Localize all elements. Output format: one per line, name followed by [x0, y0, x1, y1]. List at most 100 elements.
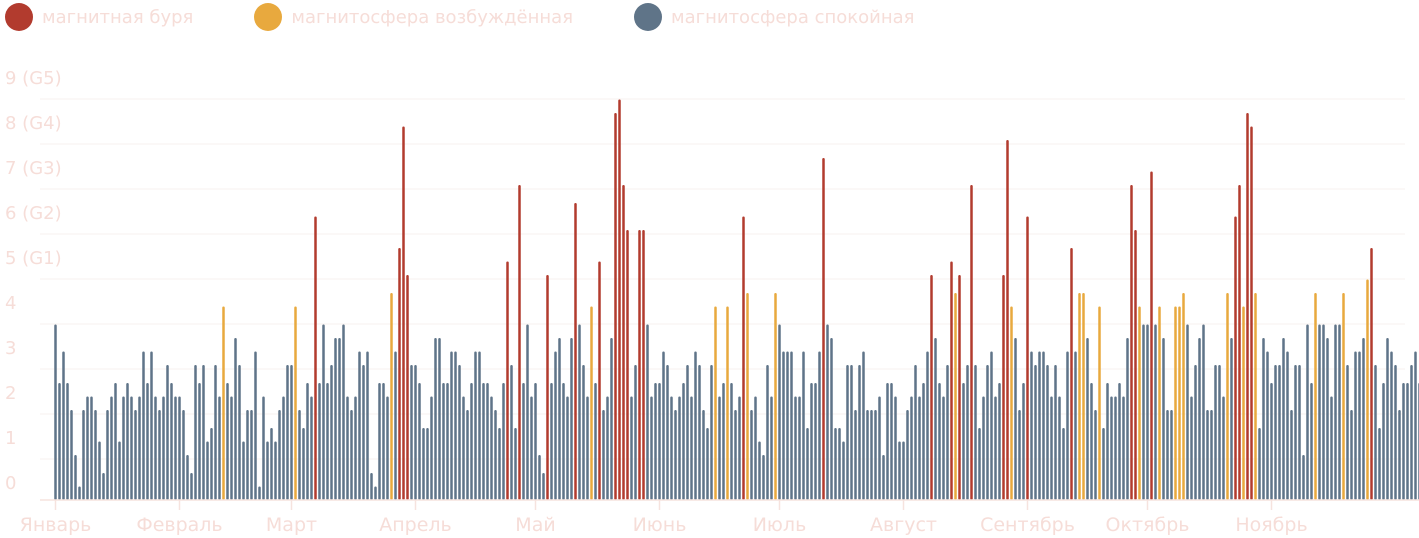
bar-calm — [718, 396, 721, 500]
bar-calm — [414, 365, 417, 500]
bar-calm — [1298, 365, 1301, 500]
bar-storm — [822, 158, 825, 500]
bar-calm — [690, 396, 693, 500]
bar-calm — [162, 396, 165, 500]
bar-storm — [622, 185, 625, 500]
bar-excited — [1082, 293, 1085, 500]
bar-calm — [910, 396, 913, 500]
bar-calm — [542, 473, 545, 500]
bar-excited — [1098, 306, 1101, 500]
bar-calm — [106, 410, 109, 500]
bar-calm — [962, 383, 965, 500]
y-tick-label: 0 — [5, 473, 16, 494]
legend-label-calm: магнитосфера спокойная — [671, 6, 915, 28]
bar-calm — [586, 396, 589, 500]
bar-calm — [422, 428, 425, 500]
bar-calm — [86, 396, 89, 500]
y-tick-label: 3 — [5, 338, 16, 359]
bar-calm — [870, 410, 873, 500]
bar-calm — [698, 365, 701, 500]
legend-item-storm[interactable]: магнитная буря — [0, 3, 193, 31]
bar-calm — [610, 338, 613, 500]
bar-calm — [438, 338, 441, 500]
bar-calm — [286, 365, 289, 500]
bar-calm — [762, 455, 765, 500]
bar-calm — [478, 351, 481, 500]
bar-calm — [1166, 410, 1169, 500]
bar-excited — [1226, 293, 1229, 500]
bar-excited — [954, 293, 957, 500]
bar-calm — [458, 365, 461, 500]
bar-calm — [886, 383, 889, 500]
bar-calm — [938, 383, 941, 500]
bar-calm — [1406, 383, 1409, 500]
bar-calm — [370, 473, 373, 500]
bar-calm — [666, 365, 669, 500]
bar-storm — [598, 261, 601, 500]
bar-calm — [1278, 365, 1281, 500]
bar-excited — [1182, 293, 1185, 500]
bar-calm — [846, 365, 849, 500]
bar-calm — [858, 365, 861, 500]
bar-storm — [546, 275, 549, 500]
bar-calm — [530, 396, 533, 500]
bar-calm — [894, 396, 897, 500]
bar-calm — [226, 383, 229, 500]
bar-storm — [1370, 248, 1373, 500]
bar-calm — [634, 365, 637, 500]
bar-calm — [778, 324, 781, 500]
legend: магнитная буря магнитосфера возбуждённая… — [0, 0, 971, 34]
bar-calm — [514, 428, 517, 500]
bar-storm — [626, 230, 629, 500]
bar-calm — [238, 365, 241, 500]
bar-calm — [290, 365, 293, 500]
bar-calm — [1090, 383, 1093, 500]
legend-label-storm: магнитная буря — [42, 6, 194, 28]
bar-calm — [194, 365, 197, 500]
bar-storm — [1026, 216, 1029, 500]
bar-calm — [178, 396, 181, 500]
bar-calm — [522, 383, 525, 500]
bar-calm — [1018, 410, 1021, 500]
bar-calm — [578, 324, 581, 500]
bar-calm — [766, 365, 769, 500]
bar-calm — [1258, 428, 1261, 500]
bar-calm — [874, 410, 877, 500]
bar-calm — [1286, 351, 1289, 500]
bar-calm — [1334, 324, 1337, 500]
bar-calm — [1266, 351, 1269, 500]
bar-calm — [242, 441, 245, 500]
bar-calm — [1094, 410, 1097, 500]
x-tick-label: Сентябрь — [980, 514, 1075, 536]
bar-calm — [150, 351, 153, 500]
x-axis-tick-marks — [54, 500, 1273, 510]
bar-calm — [526, 324, 529, 500]
bar-calm — [1146, 324, 1149, 500]
bar-calm — [186, 455, 189, 500]
bar-calm — [686, 365, 689, 500]
bar-calm — [562, 383, 565, 500]
bar-excited — [1138, 306, 1141, 500]
bar-calm — [670, 396, 673, 500]
bar-calm — [1358, 351, 1361, 500]
bar-calm — [58, 383, 61, 500]
bar-calm — [306, 383, 309, 500]
bar-storm — [1130, 185, 1133, 500]
y-tick-label: 5 (G1) — [5, 248, 62, 269]
bar-storm — [518, 185, 521, 500]
bar-calm — [1230, 338, 1233, 500]
legend-item-excited[interactable]: магнитосфера возбуждённая — [249, 3, 573, 31]
bar-calm — [254, 351, 257, 500]
bar-calm — [470, 383, 473, 500]
bar-calm — [802, 351, 805, 500]
bar-calm — [234, 338, 237, 500]
bar-calm — [482, 383, 485, 500]
legend-item-calm[interactable]: магнитосфера спокойная — [629, 3, 915, 31]
bar-calm — [810, 383, 813, 500]
bar-calm — [662, 351, 665, 500]
bar-storm — [1002, 275, 1005, 500]
bar-calm — [214, 365, 217, 500]
bar-calm — [630, 396, 633, 500]
bar-storm — [1234, 216, 1237, 500]
bar-calm — [1382, 383, 1385, 500]
